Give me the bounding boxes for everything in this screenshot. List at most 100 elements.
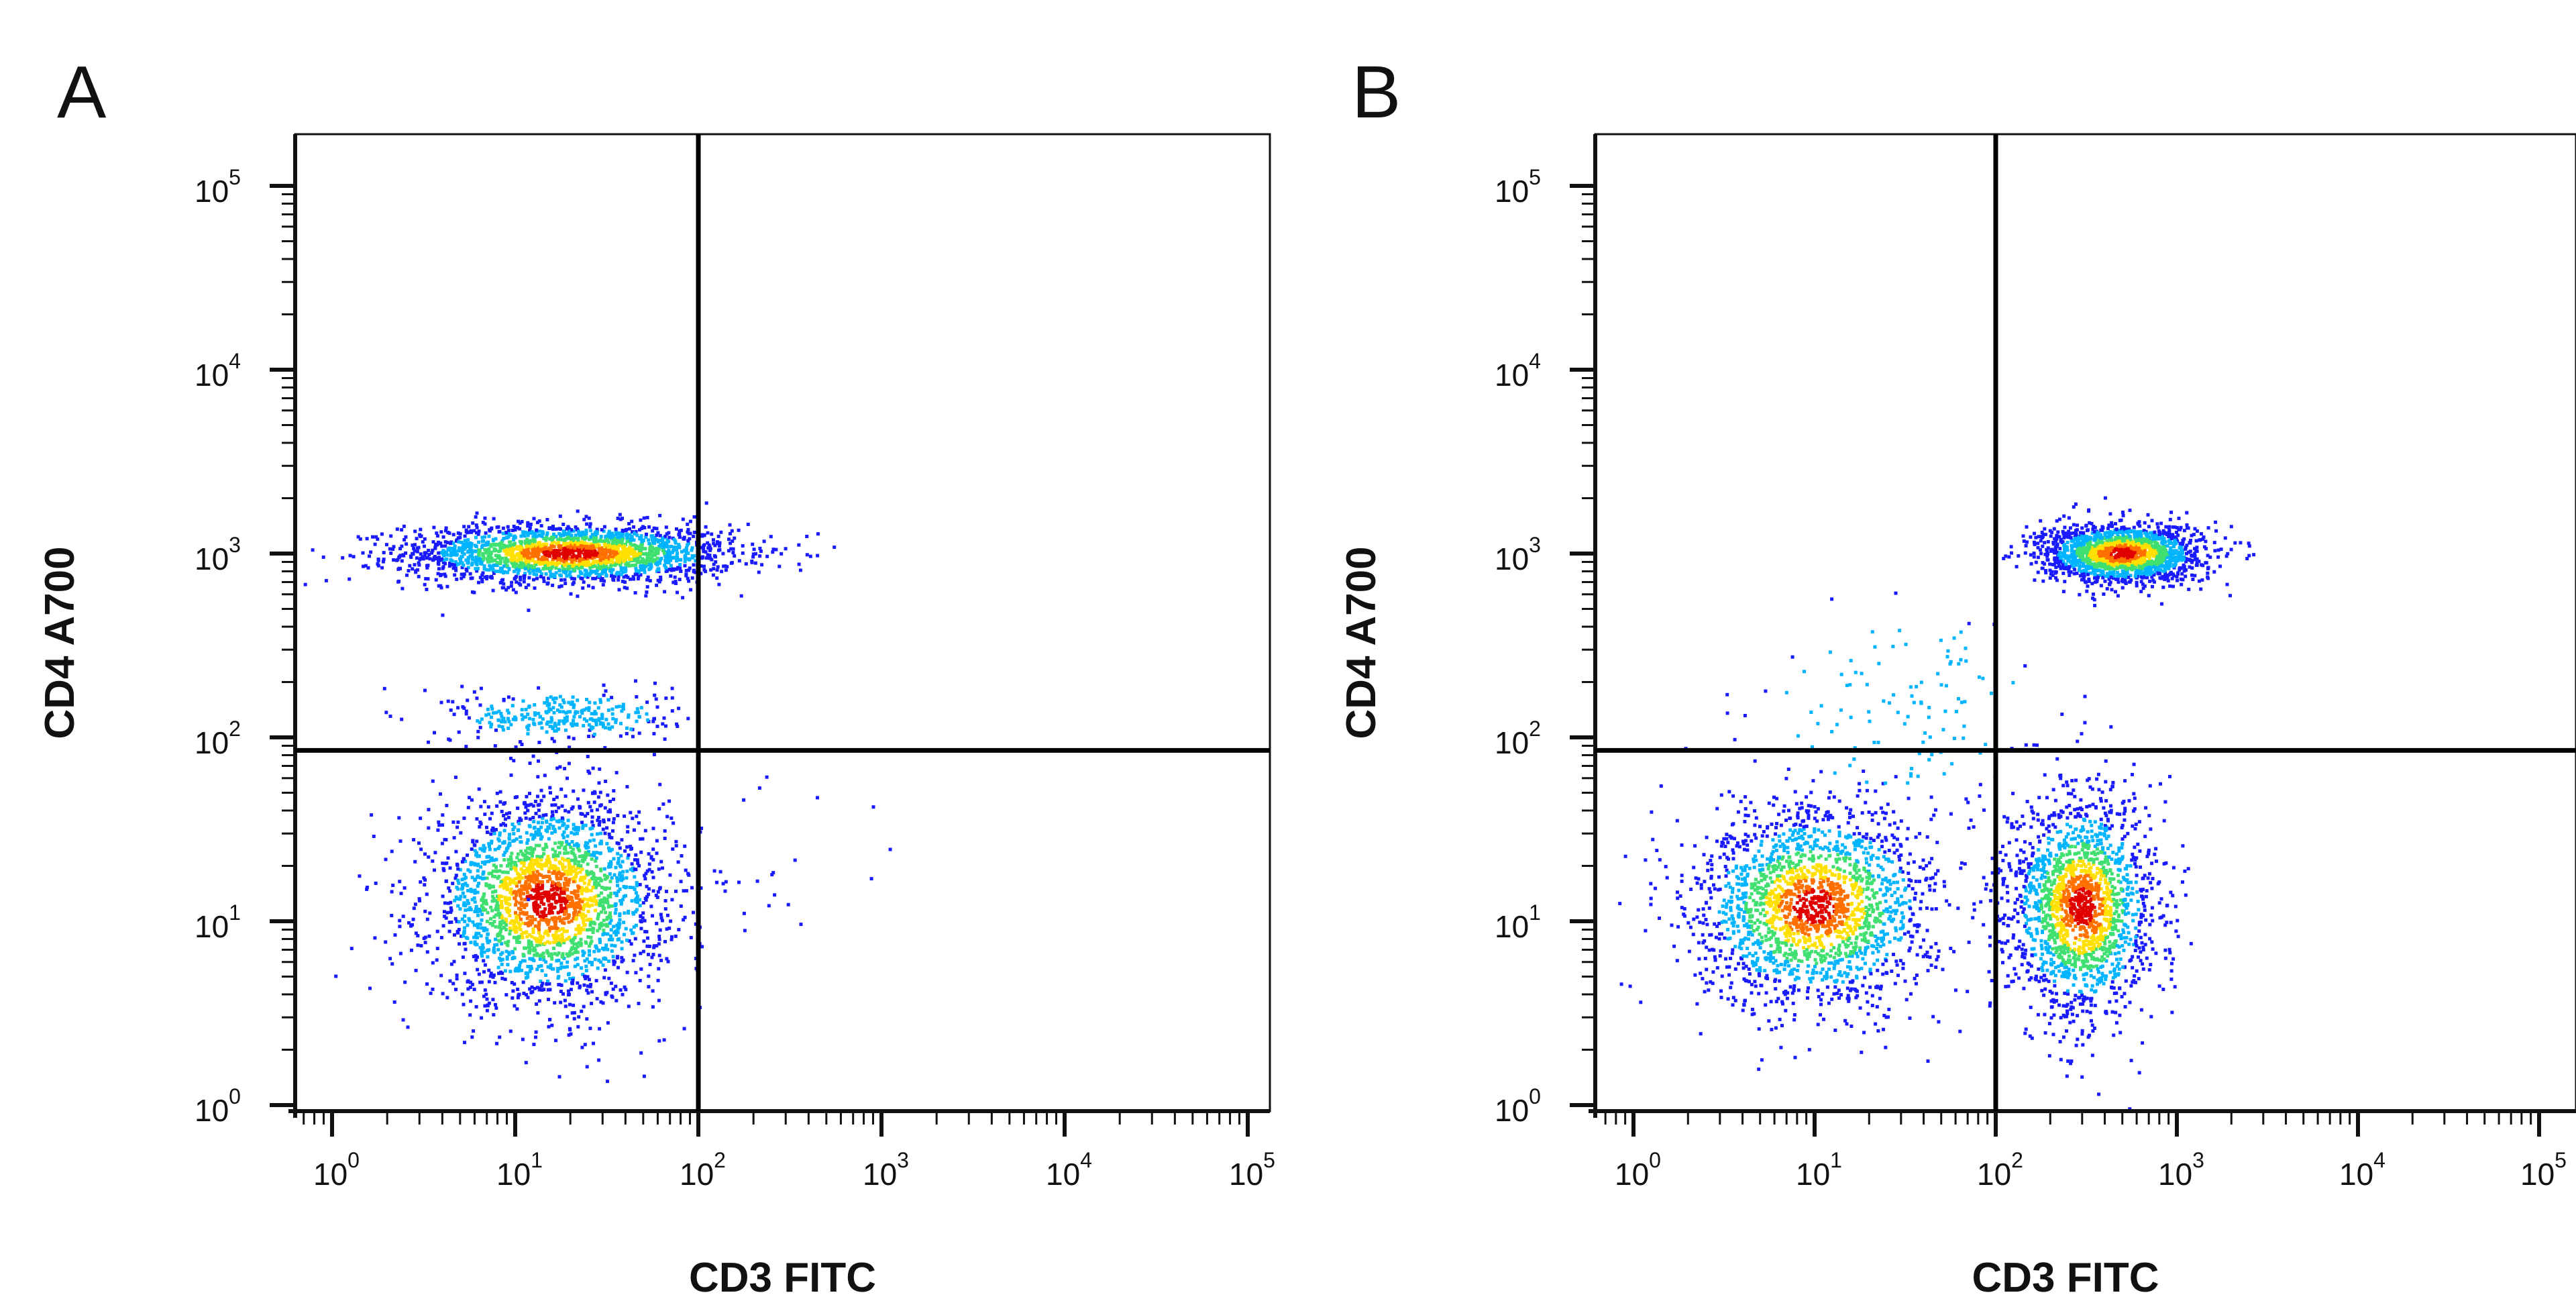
scatter-point [469,543,473,547]
scatter-point [572,843,576,847]
scatter-point [421,557,425,561]
scatter-point [506,525,510,529]
scatter-point [537,686,541,690]
scatter-point [658,513,662,517]
scatter-point [480,562,484,566]
scatter-point [410,948,413,952]
scatter-point [537,568,541,572]
scatter-point [464,860,468,864]
scatter-point [486,884,490,888]
scatter-point [525,935,529,939]
scatter-point [478,945,482,949]
scatter-point [419,527,423,531]
scatter-point [505,955,509,959]
scatter-point [582,881,586,885]
scatter-point [580,876,583,880]
scatter-point [545,829,549,833]
scatter-point [579,937,583,941]
scatter-point [511,588,515,592]
scatter-point [563,538,567,542]
scatter-point [614,556,619,560]
scatter-point [550,957,554,961]
scatter-point [655,562,659,566]
scatter-point [533,936,537,940]
scatter-point [524,539,528,543]
scatter-point [716,541,719,545]
scatter-point [510,560,514,564]
scatter-point [500,957,504,961]
scatter-point [529,965,533,968]
scatter-point [525,794,529,798]
scatter-point [520,713,524,717]
scatter-point [614,550,618,554]
scatter-point [500,570,504,574]
scatter-point [539,941,543,945]
scatter-point [588,923,592,927]
scatter-point [531,541,535,545]
scatter-point [574,525,578,529]
scatter-point [542,852,546,856]
scatter-point [676,552,679,556]
scatter-point [469,862,473,866]
scatter-point [550,537,554,541]
scatter-point [614,527,618,531]
scatter-point [561,529,566,533]
scatter-point [571,945,575,949]
scatter-point [678,532,682,536]
scatter-point [654,894,658,897]
scatter-point [476,913,480,917]
scatter-point [504,812,508,816]
scatter-point [487,968,491,972]
scatter-point [594,533,597,537]
scatter-point [579,572,583,576]
scatter-point [647,541,651,545]
scatter-point [629,868,633,872]
scatter-point [568,573,572,577]
scatter-point [658,928,662,932]
scatter-point [645,557,649,560]
scatter-point [729,541,733,545]
scatter-point [627,939,631,943]
scatter-point [585,552,589,556]
scatter-point [559,898,564,902]
scatter-point [506,939,511,943]
scatter-point [610,531,614,535]
scatter-point [493,558,497,562]
scatter-point [602,683,606,687]
scatter-point [546,550,550,554]
scatter-point [613,540,617,544]
scatter-point [518,527,522,531]
scatter-point [558,872,562,876]
scatter-point [411,923,414,927]
scatter-point [608,938,611,941]
scatter-point [524,849,528,853]
scatter-point [598,902,602,906]
scatter-point [578,531,582,535]
scatter-point [513,570,517,574]
scatter-point [532,868,536,872]
scatter-point [412,838,416,841]
scatter-point [501,526,505,530]
scatter-point [527,609,531,613]
scatter-point [648,550,652,554]
scatter-point [477,787,481,791]
scatter-point [616,884,620,888]
scatter-point [579,812,583,816]
scatter-point [430,551,434,555]
scatter-point [581,558,585,562]
scatter-point [411,567,415,571]
scatter-point [423,582,427,586]
scatter-point [478,721,482,725]
scatter-point [516,806,520,811]
scatter-point [500,809,504,813]
scatter-point [601,923,605,927]
scatter-point [616,549,620,553]
scatter-point [483,516,487,520]
scatter-point [431,859,435,863]
scatter-point [522,992,526,995]
scatter-point [540,863,544,867]
scatter-point [739,594,743,598]
scatter-point [468,1013,472,1017]
scatter-point [544,845,548,849]
scatter-point [561,719,565,723]
